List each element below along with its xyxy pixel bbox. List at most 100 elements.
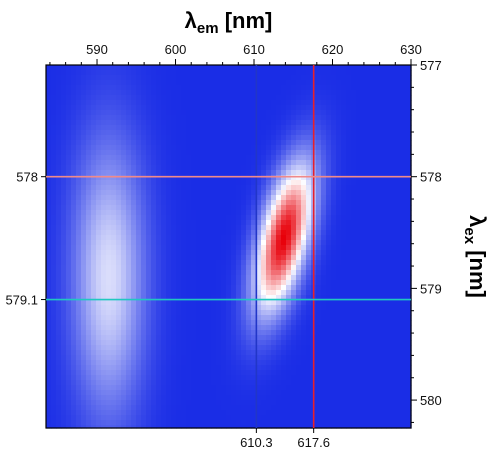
heatmap-cell	[146, 270, 152, 276]
heatmap-cell	[256, 150, 262, 156]
heatmap-cell	[291, 345, 297, 351]
heatmap-cell	[396, 190, 402, 196]
heatmap-cell	[161, 260, 167, 266]
heatmap-cell	[351, 145, 357, 151]
heatmap-cell	[406, 295, 412, 301]
heatmap-cell	[351, 150, 357, 156]
heatmap-cell	[391, 360, 397, 366]
heatmap-cell	[281, 270, 287, 276]
heatmap-cell	[86, 385, 92, 391]
heatmap-cell	[291, 115, 297, 121]
heatmap-cell	[216, 250, 222, 256]
heatmap-cell	[191, 260, 197, 266]
heatmap-cell	[136, 130, 142, 136]
heatmap-cell	[221, 150, 227, 156]
heatmap-cell	[381, 125, 387, 131]
heatmap-cell	[366, 150, 372, 156]
heatmap-cell	[166, 370, 172, 376]
heatmap-cell	[111, 75, 117, 81]
heatmap-cell	[271, 175, 277, 181]
heatmap-cell	[106, 190, 112, 196]
heatmap-cell	[251, 385, 257, 391]
heatmap-cell	[136, 360, 142, 366]
heatmap-cell	[161, 365, 167, 371]
heatmap-cell	[166, 305, 172, 311]
heatmap-cell	[106, 90, 112, 96]
heatmap-cell	[221, 105, 227, 111]
heatmap-cell	[51, 365, 57, 371]
heatmap-cell	[376, 285, 382, 291]
heatmap-cell	[396, 380, 402, 386]
heatmap-cell	[261, 90, 267, 96]
heatmap-cell	[56, 280, 62, 286]
heatmap-cell	[106, 70, 112, 76]
heatmap-cell	[151, 355, 157, 361]
heatmap-cell	[331, 175, 337, 181]
heatmap-cell	[281, 100, 287, 106]
heatmap-cell	[221, 400, 227, 406]
heatmap-cell	[296, 155, 302, 161]
heatmap-cell	[101, 160, 107, 166]
heatmap-cell	[276, 320, 282, 326]
heatmap-cell	[376, 325, 382, 331]
heatmap-cell	[71, 95, 77, 101]
heatmap-cell	[231, 250, 237, 256]
heatmap-cell	[351, 175, 357, 181]
heatmap-cell	[371, 140, 377, 146]
heatmap-cell	[56, 390, 62, 396]
heatmap-cell	[191, 130, 197, 136]
heatmap-cell	[316, 285, 322, 291]
heatmap-cell	[306, 390, 312, 396]
heatmap-cell	[156, 330, 162, 336]
heatmap-cell	[386, 305, 392, 311]
heatmap-cell	[116, 180, 122, 186]
heatmap-cell	[251, 115, 257, 121]
heatmap-cell	[161, 225, 167, 231]
heatmap-cell	[236, 295, 242, 301]
heatmap-cell	[326, 370, 332, 376]
heatmap-cell	[216, 390, 222, 396]
heatmap-cell	[341, 135, 347, 141]
heatmap-cell	[141, 280, 147, 286]
heatmap-cell	[76, 405, 82, 411]
heatmap-cell	[386, 200, 392, 206]
heatmap-cell	[46, 250, 52, 256]
heatmap-cell	[106, 135, 112, 141]
heatmap-cell	[121, 75, 127, 81]
heatmap-cell	[166, 345, 172, 351]
heatmap-cell	[396, 265, 402, 271]
heatmap-cell	[316, 400, 322, 406]
heatmap-cell	[286, 120, 292, 126]
heatmap-cell	[361, 190, 367, 196]
heatmap-cell	[131, 90, 137, 96]
heatmap-cell	[246, 325, 252, 331]
heatmap-cell	[251, 240, 257, 246]
heatmap-cell	[381, 220, 387, 226]
heatmap-cell	[111, 215, 117, 221]
heatmap-cell	[346, 385, 352, 391]
heatmap-cell	[246, 135, 252, 141]
heatmap-cell	[331, 195, 337, 201]
heatmap-cell	[76, 265, 82, 271]
heatmap-cell	[76, 235, 82, 241]
heatmap-cell	[341, 385, 347, 391]
heatmap-cell	[341, 355, 347, 361]
heatmap-cell	[351, 285, 357, 291]
heatmap-cell	[341, 380, 347, 386]
heatmap-cell	[286, 305, 292, 311]
heatmap-cell	[166, 265, 172, 271]
heatmap-cell	[201, 70, 207, 76]
heatmap-cell	[171, 245, 177, 251]
heatmap-cell	[141, 200, 147, 206]
heatmap-cell	[46, 195, 52, 201]
heatmap-cell	[206, 300, 212, 306]
heatmap-cell	[231, 115, 237, 121]
heatmap-cell	[51, 130, 57, 136]
heatmap-cell	[336, 160, 342, 166]
heatmap-cell	[141, 160, 147, 166]
heatmap-cell	[301, 210, 307, 216]
heatmap-cell	[326, 170, 332, 176]
heatmap-cell	[191, 345, 197, 351]
heatmap-cell	[331, 155, 337, 161]
heatmap-cell	[66, 65, 72, 71]
